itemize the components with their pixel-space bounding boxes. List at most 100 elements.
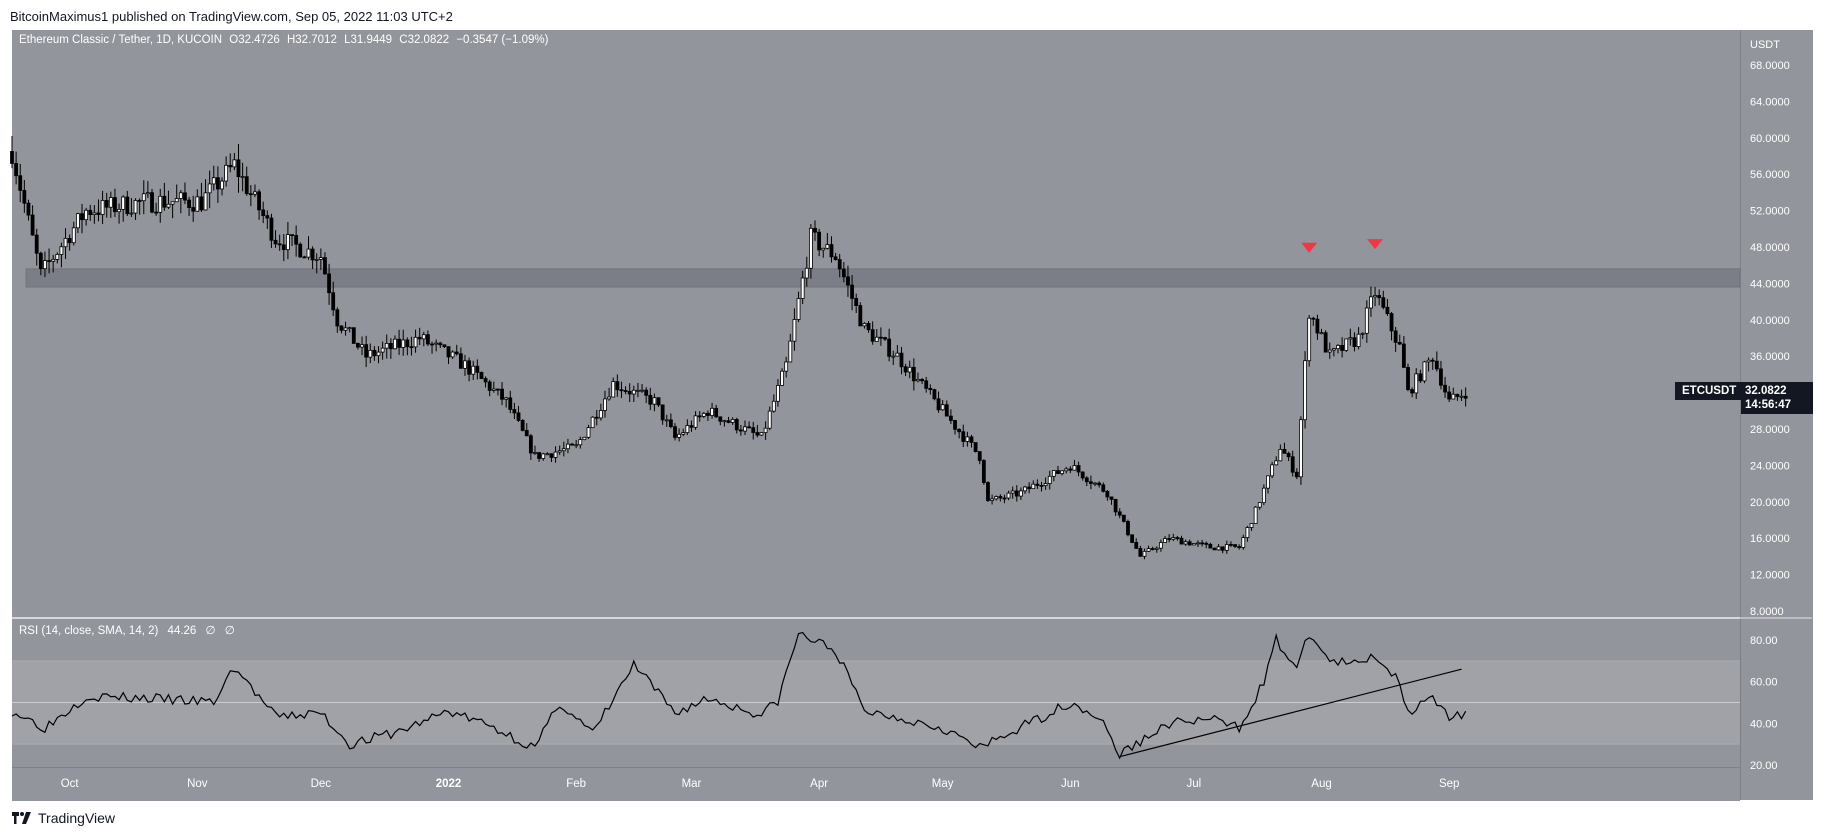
candle [59, 242, 64, 268]
candle-body [545, 453, 550, 456]
candle [1150, 546, 1155, 551]
candle [878, 327, 883, 346]
candle-body [1121, 514, 1126, 522]
candle-body [183, 192, 187, 201]
candle-body [681, 432, 686, 435]
time-axis[interactable] [12, 767, 1740, 801]
rsi-line [11, 631, 1467, 760]
candle-body [1183, 541, 1188, 545]
candle-body [1253, 506, 1258, 524]
candle-body [594, 416, 599, 419]
candle-body [825, 244, 830, 249]
candle [817, 228, 822, 257]
candle [1196, 540, 1200, 548]
candle-body [71, 227, 76, 244]
candle-body [434, 342, 439, 345]
candle-body [1212, 547, 1217, 551]
candle-body [1294, 471, 1299, 478]
candle-body [401, 339, 406, 348]
candle [1101, 482, 1106, 493]
candle [1422, 360, 1427, 384]
candle-body [738, 429, 743, 432]
candle-body [640, 389, 644, 392]
candle-body [961, 431, 966, 442]
candle-body [1455, 393, 1460, 397]
candle-body [981, 460, 986, 483]
candle [1356, 327, 1361, 350]
candle [1443, 376, 1447, 398]
candle [973, 442, 978, 453]
candle [203, 179, 208, 211]
candle-body [874, 336, 879, 342]
candle [356, 342, 360, 350]
candle [998, 494, 1003, 502]
candle [693, 411, 698, 430]
candle-body [1266, 475, 1270, 489]
candle-body [376, 351, 381, 357]
candle-body [211, 177, 216, 185]
candle-body [1039, 485, 1044, 487]
candle [1261, 484, 1266, 506]
candle-body [30, 214, 35, 236]
candle [351, 327, 356, 344]
candle [944, 400, 949, 417]
candle-body [244, 176, 249, 195]
price-pane[interactable] [12, 30, 1740, 617]
candle-body [734, 419, 739, 431]
candle-body [516, 412, 521, 421]
rsi-legend: RSI (14, close, SMA, 14, 2) 44.26 ∅ ∅ [19, 623, 235, 637]
candle-body [644, 389, 649, 396]
price-tick-label: 40.0000 [1750, 315, 1790, 327]
candle [508, 390, 513, 414]
candle [561, 441, 566, 457]
candle [792, 308, 797, 351]
candle-body [685, 425, 690, 433]
candle-body [1397, 342, 1402, 345]
candle-body [615, 381, 620, 391]
candle [1377, 289, 1382, 306]
candle-body [1191, 543, 1196, 546]
candle [10, 136, 14, 169]
candle [804, 256, 809, 287]
candle-body [697, 415, 702, 418]
candle-body [1369, 296, 1373, 309]
price-axis[interactable] [1740, 30, 1813, 800]
candle-body [533, 452, 537, 454]
candle-body [1303, 360, 1307, 421]
red-arrow-marker-1 [1301, 242, 1318, 253]
tradingview-logo-icon [12, 811, 32, 825]
candle [677, 428, 682, 442]
candle-body [969, 436, 974, 443]
candle [1410, 387, 1415, 398]
candle [1323, 330, 1328, 353]
candle [129, 197, 134, 217]
candle-body [281, 244, 286, 251]
candle-body [162, 195, 167, 208]
candle-body [784, 361, 789, 372]
candle [1117, 508, 1122, 519]
candle-body [590, 416, 595, 429]
candle [1270, 461, 1275, 479]
candle [668, 413, 673, 429]
candle-body [1393, 330, 1398, 343]
candle [183, 182, 187, 205]
candle-body [796, 298, 801, 320]
candle [1352, 332, 1357, 352]
candle-body [92, 212, 97, 216]
time-tick-label: Sep [1439, 778, 1459, 790]
candle-body [1159, 542, 1163, 549]
price-tick-label: 28.0000 [1750, 424, 1790, 436]
candle-body [265, 215, 270, 219]
candle-body [471, 365, 476, 375]
candle [100, 190, 105, 224]
price-tick-label: 8.0000 [1750, 606, 1784, 618]
candle [623, 386, 628, 395]
candle-body [240, 176, 245, 179]
candle [574, 439, 579, 449]
candle-body [1401, 343, 1406, 368]
candle [1299, 416, 1303, 485]
candle [747, 421, 752, 429]
candle-body [1463, 395, 1468, 399]
candle-body [487, 381, 492, 391]
